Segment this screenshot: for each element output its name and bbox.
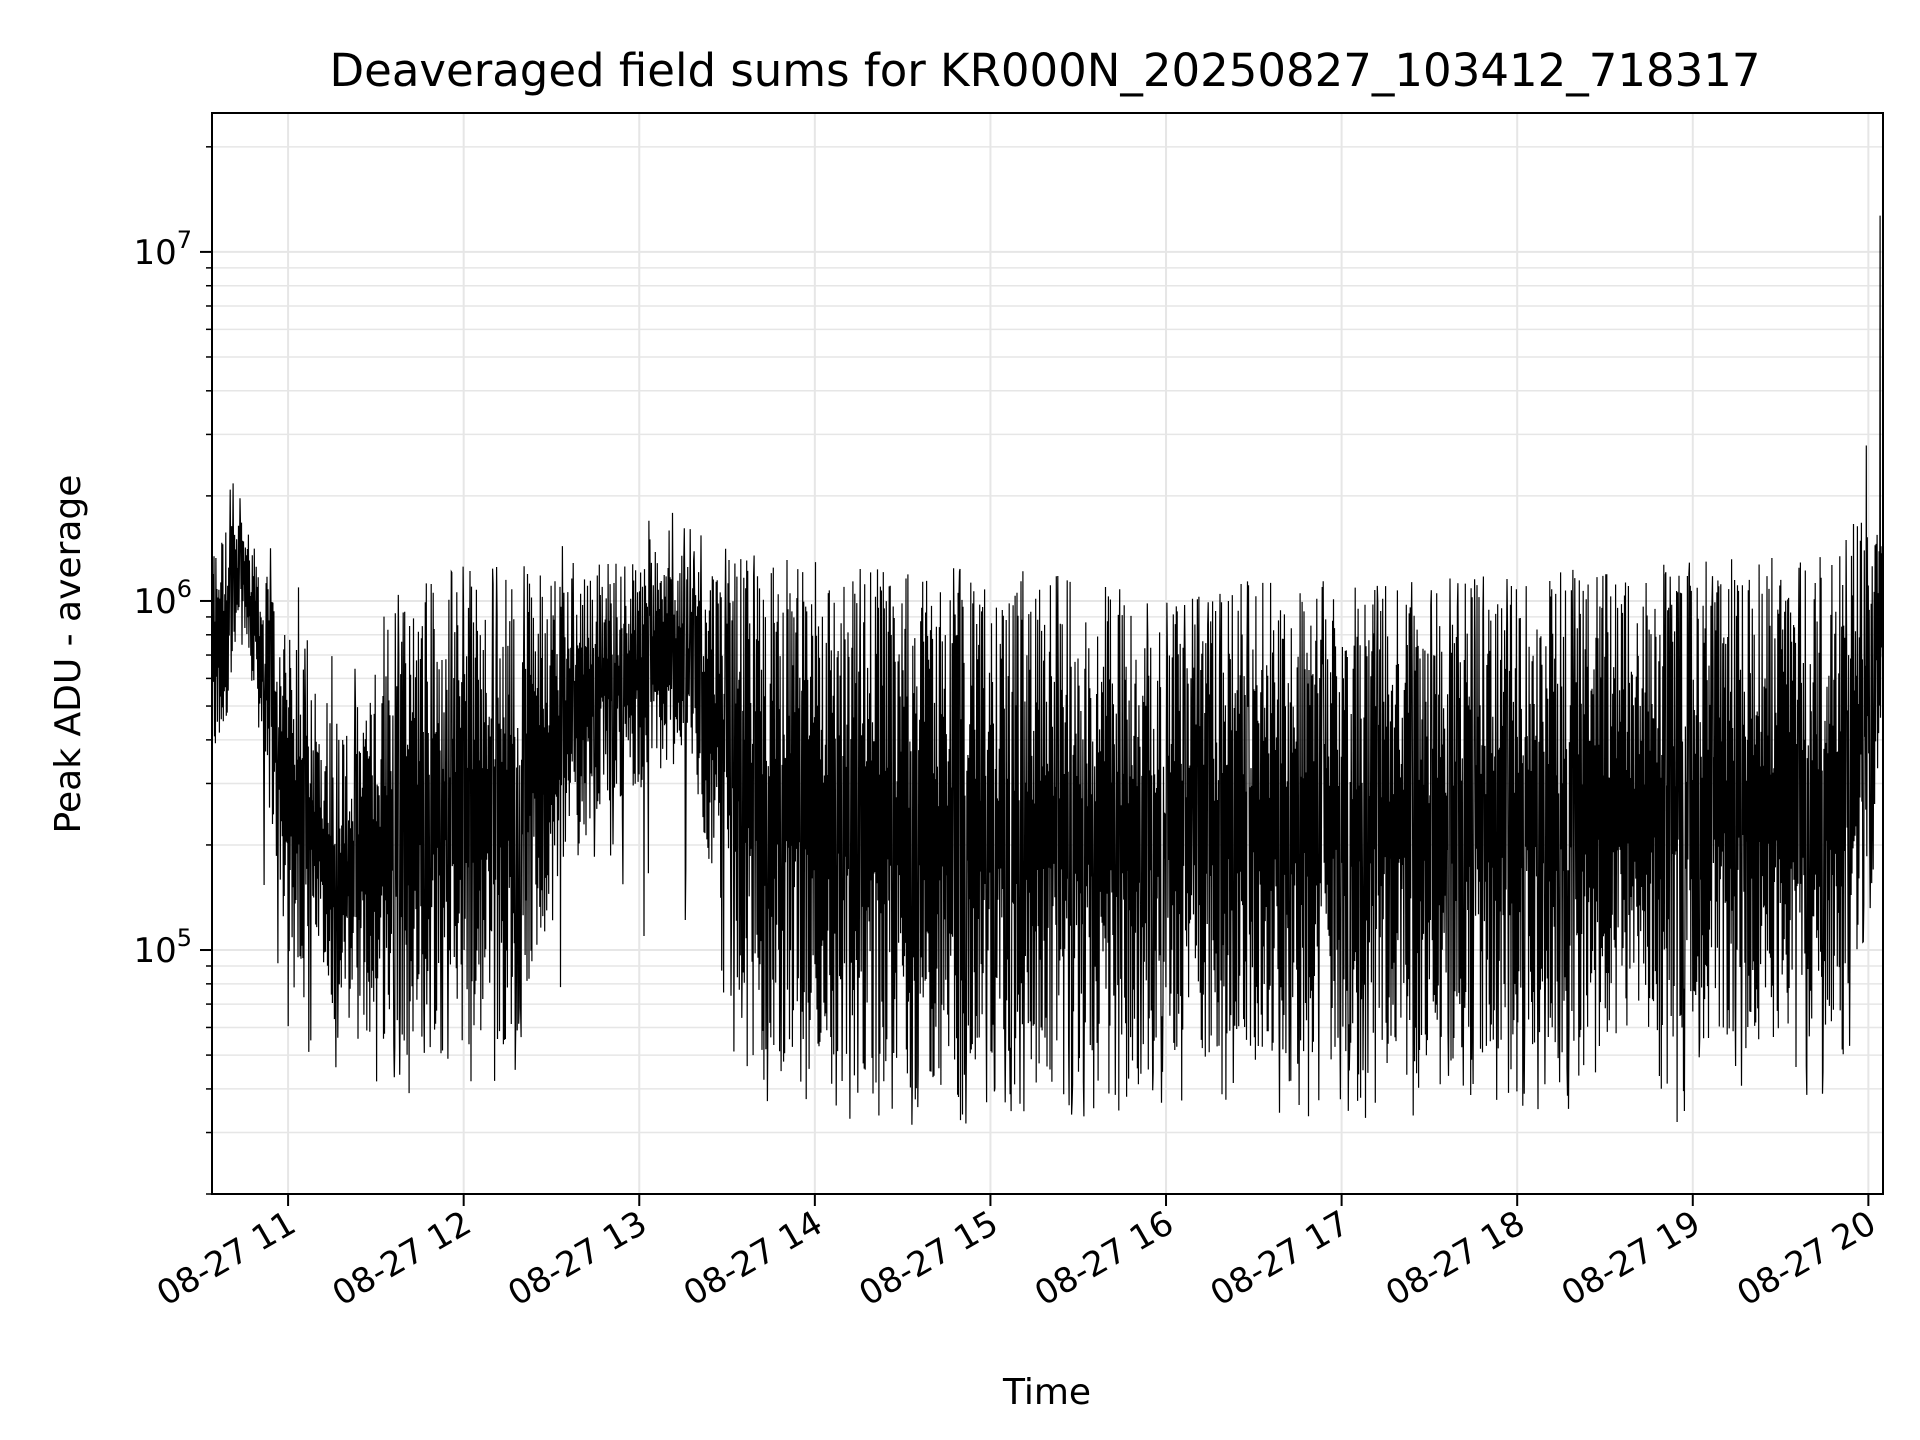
x-tick-label: 08-27 20 — [1730, 1203, 1882, 1314]
x-tick-label: 08-27 19 — [1555, 1203, 1707, 1314]
x-tick-label: 08-27 11 — [150, 1203, 302, 1314]
x-tick-label: 08-27 13 — [501, 1203, 653, 1314]
plot-frame — [211, 112, 1884, 1195]
x-tick-label: 08-27 12 — [326, 1203, 478, 1314]
x-tick-label: 08-27 16 — [1028, 1203, 1180, 1314]
x-tick-label: 08-27 17 — [1204, 1203, 1356, 1314]
data-series — [211, 215, 1884, 1125]
y-axis: 105 106 107 — [133, 146, 212, 1195]
series-line — [211, 215, 1884, 1125]
x-axis: 08-27 11 08-27 12 08-27 13 08-27 14 08-27 15… — [150, 1194, 1883, 1314]
chart-title: Deaveraged field sums for KR000N_2025082… — [330, 44, 1761, 97]
y-axis-label: Peak ADU - average — [48, 475, 89, 834]
x-tick-label: 08-27 14 — [677, 1203, 829, 1314]
y-tick-label: 107 — [133, 226, 192, 273]
x-tick-label: 08-27 18 — [1379, 1203, 1531, 1314]
x-tick-label: 08-27 15 — [853, 1203, 1005, 1314]
x-axis-label: Time — [1002, 1372, 1091, 1413]
y-tick-label: 105 — [133, 924, 192, 971]
y-tick-label: 106 — [133, 575, 192, 622]
